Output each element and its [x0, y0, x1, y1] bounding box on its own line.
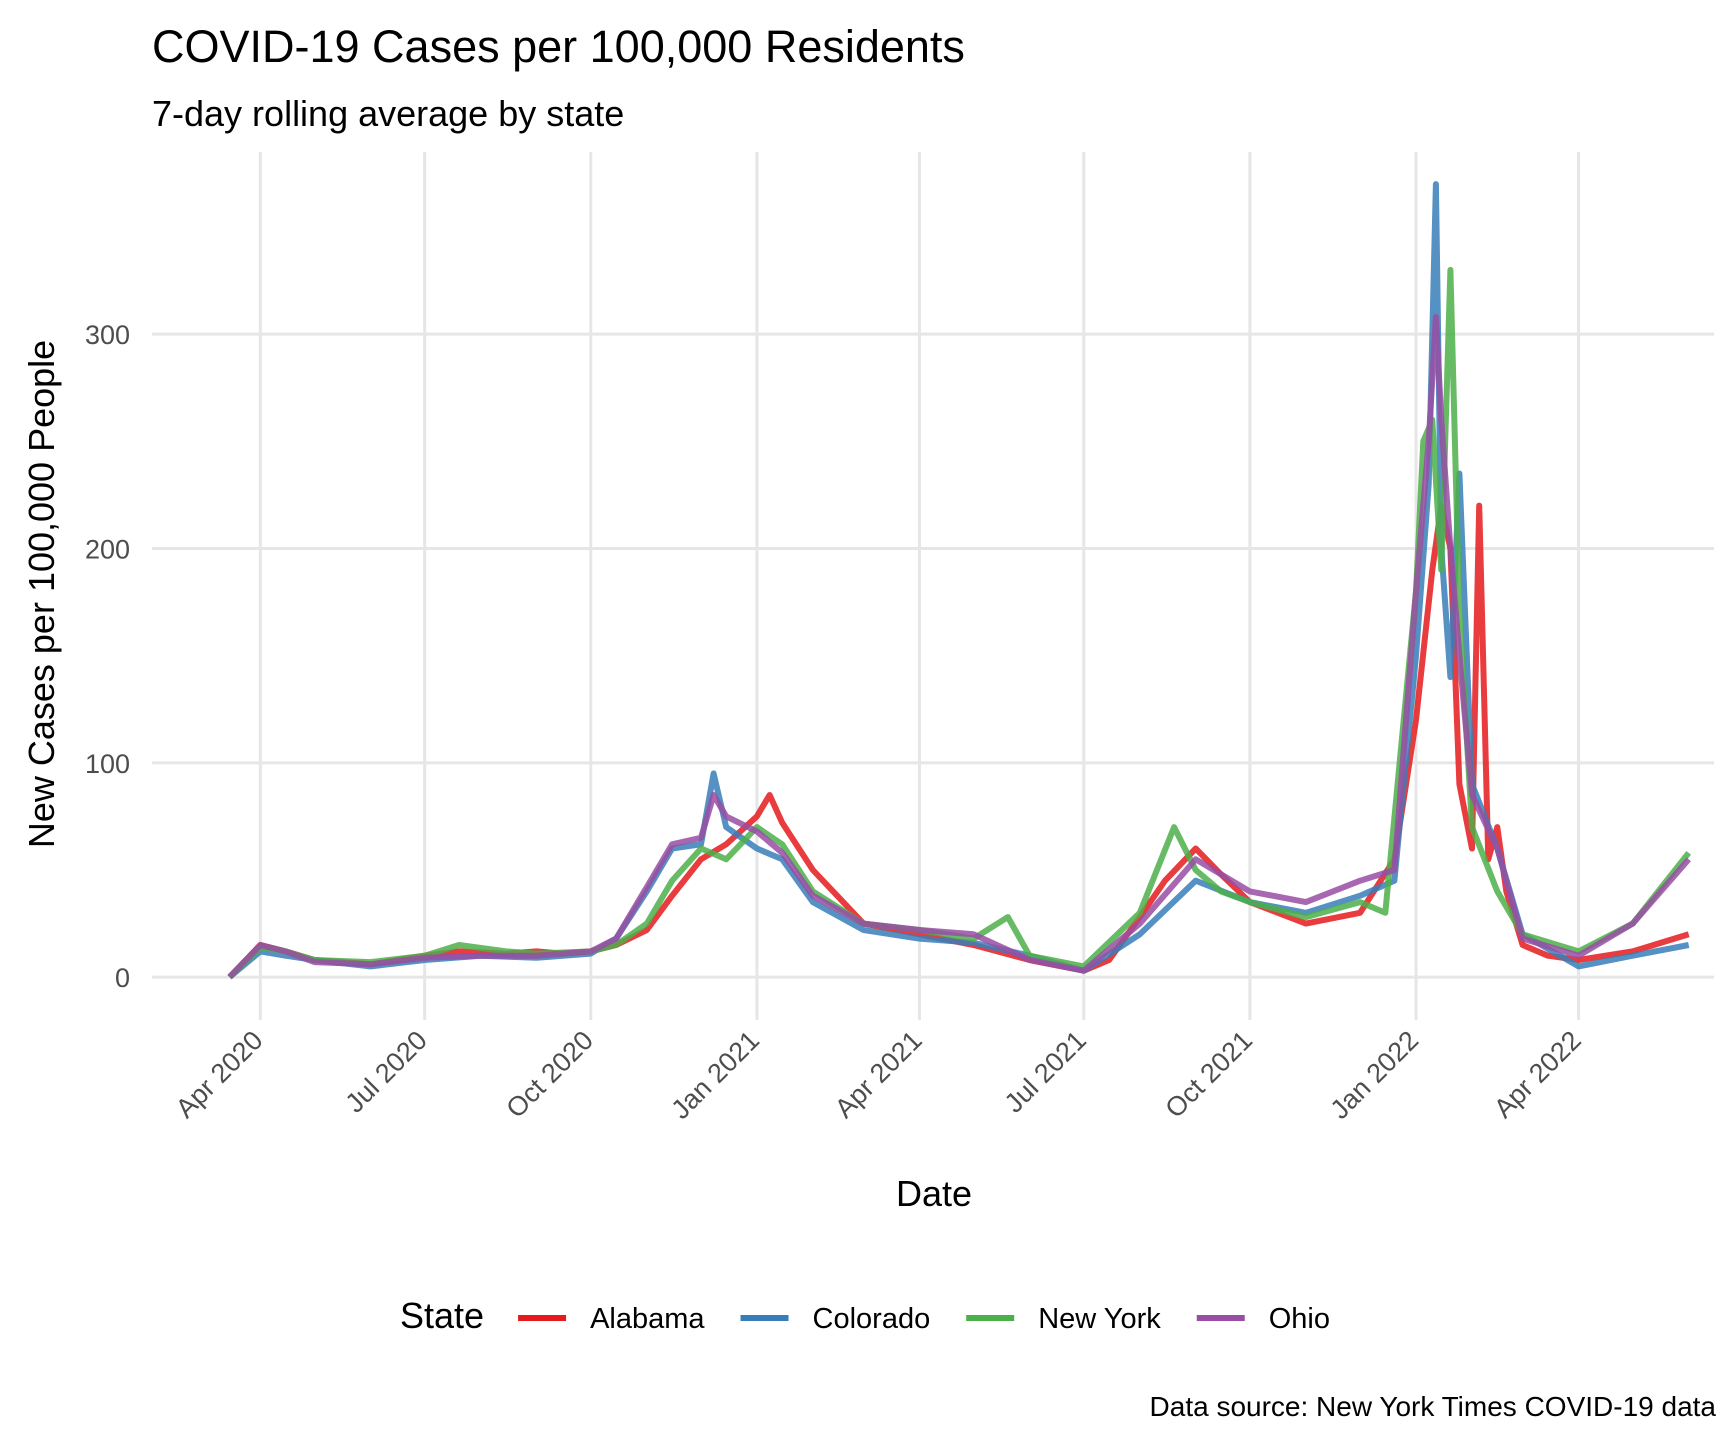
legend-label-new-york: New York [1038, 1303, 1161, 1335]
grid-layer [152, 152, 1714, 1020]
y-tick-label: 100 [85, 749, 130, 779]
legend-label-alabama: Alabama [590, 1303, 705, 1335]
x-tick-label: Apr 2020 [170, 1025, 269, 1124]
y-tick-label: 300 [85, 320, 130, 350]
chart-caption: Data source: New York Times COVID-19 dat… [1150, 1391, 1717, 1422]
series-line-new-york [227, 266, 1692, 980]
x-tick-label: Jan 2021 [665, 1025, 765, 1125]
legend-label-ohio: Ohio [1269, 1303, 1330, 1335]
series-line-ohio [227, 314, 1691, 980]
x-tick-label: Apr 2021 [829, 1025, 928, 1124]
chart-subtitle: 7-day rolling average by state [152, 93, 624, 134]
legend-label-colorado: Colorado [813, 1303, 931, 1335]
x-tick-label: Jan 2022 [1325, 1025, 1425, 1125]
y-tick-label: 200 [85, 534, 130, 564]
y-tick-label: 0 [115, 963, 130, 993]
legend-title: State [400, 1295, 484, 1336]
series-line-colorado [227, 181, 1690, 980]
x-axis-title: Date [896, 1173, 972, 1214]
x-tick-label: Jul 2020 [340, 1025, 433, 1118]
y-axis-title: New Cases per 100,000 People [21, 340, 62, 848]
x-tick-labels: Apr 2020 Jul 2020 Oct 2020 Jan 2021 Apr 2021… [170, 1025, 1587, 1125]
series-layer [227, 181, 1692, 980]
x-tick-label: Jul 2021 [999, 1025, 1092, 1118]
legend: State Alabama Colorado New York Ohio [400, 1295, 1330, 1336]
x-tick-label: Oct 2020 [500, 1025, 599, 1124]
x-tick-label: Oct 2021 [1159, 1025, 1258, 1124]
y-tick-labels: 0 100 200 300 [85, 320, 130, 993]
chart-title: COVID-19 Cases per 100,000 Residents [152, 21, 965, 72]
x-tick-label: Apr 2022 [1488, 1025, 1587, 1124]
